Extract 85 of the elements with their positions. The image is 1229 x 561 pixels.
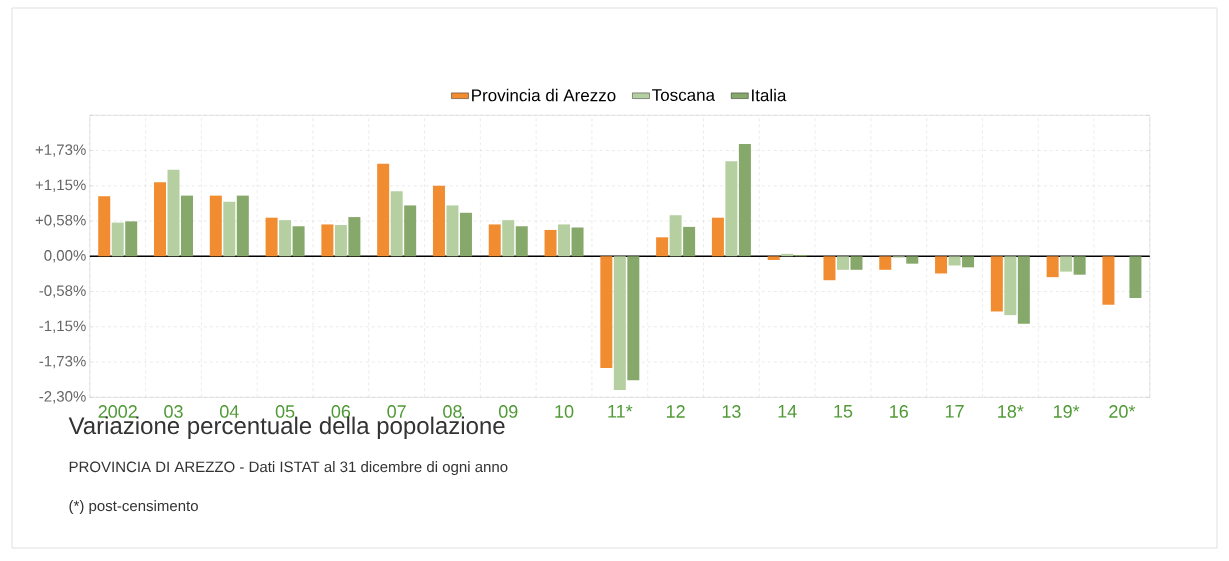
- bar: [823, 256, 836, 281]
- text: PROVINCIA DI AREZZO - Dati ISTAT al 31 dicembre di ogni anno: [69, 461, 508, 476]
- bar: [1129, 256, 1142, 298]
- bar: [377, 163, 390, 257]
- text: (*) post-censimento: [69, 500, 198, 515]
- bar: [962, 256, 975, 268]
- bar: [502, 220, 515, 257]
- bar: [209, 195, 222, 257]
- bar: [1060, 256, 1073, 272]
- bar: [348, 217, 361, 257]
- bar: [725, 161, 738, 257]
- bar: [767, 256, 780, 260]
- bar: [459, 212, 472, 257]
- bar: [879, 256, 892, 270]
- bar: [571, 227, 584, 257]
- bar: [948, 256, 961, 266]
- x-tick-label: 2002: [98, 405, 137, 418]
- bar: [181, 195, 194, 257]
- bar: [236, 195, 249, 257]
- bar: [446, 205, 459, 257]
- bar: [836, 256, 849, 270]
- bar: [125, 221, 138, 257]
- bar: [279, 220, 292, 257]
- y-tick-label: -0,58%: [39, 285, 86, 298]
- y-tick-label: +0,58%: [35, 214, 86, 228]
- x-tick-label: 05: [275, 405, 295, 418]
- bar: [683, 226, 696, 257]
- bar: [111, 222, 124, 257]
- bar: [850, 256, 863, 270]
- x-tick-label: 03: [164, 405, 183, 418]
- x-tick-label: 18*: [998, 405, 1024, 418]
- bar: [544, 229, 557, 257]
- bar: [613, 256, 626, 390]
- x-tick-label: 15: [834, 405, 853, 418]
- x-tick-label: 20*: [1109, 405, 1136, 418]
- x-tick-label: 04: [220, 405, 239, 418]
- legend-label: Toscana: [652, 89, 716, 102]
- bar: [334, 225, 347, 257]
- y-tick-label: -1,15%: [39, 320, 86, 333]
- x-tick-label: 06: [331, 405, 351, 418]
- bar: [906, 256, 919, 264]
- bar: [711, 217, 724, 257]
- y-tick-label: 0,00%: [44, 250, 86, 263]
- bar: [321, 224, 334, 257]
- bar: [1017, 256, 1030, 324]
- bar: [1004, 256, 1017, 316]
- y-tick-label: +1,73%: [35, 144, 86, 157]
- bar: [1073, 256, 1086, 275]
- bar: [1046, 256, 1059, 278]
- bar: [935, 256, 948, 274]
- bar: [390, 191, 403, 257]
- bar: [265, 217, 278, 257]
- bar: [154, 182, 167, 257]
- bar: [600, 256, 613, 368]
- legend-label: Provincia di Arezzo: [472, 88, 616, 102]
- bar: [627, 256, 640, 381]
- bar: [669, 215, 682, 257]
- x-tick-label: 14: [778, 405, 797, 418]
- bar: [738, 144, 751, 257]
- bar: [1102, 256, 1115, 305]
- bar: [167, 169, 180, 257]
- y-tick-label: -1,73%: [39, 355, 86, 369]
- x-tick-label: 16: [890, 405, 908, 418]
- x-tick-label: 13: [722, 405, 741, 418]
- x-tick-label: 07: [387, 405, 406, 418]
- x-tick-label: 12: [666, 405, 685, 418]
- y-tick-label: -2,30%: [39, 391, 86, 404]
- bar: [656, 237, 669, 257]
- x-tick-label: 11*: [608, 405, 633, 418]
- y-tick-label: +1,15%: [35, 179, 86, 192]
- bar: [223, 201, 236, 257]
- bar: [990, 256, 1003, 312]
- x-tick-label: 10: [555, 405, 574, 418]
- legend-label: Italia: [752, 88, 787, 102]
- x-tick-label: 09: [498, 405, 518, 418]
- bar: [558, 224, 571, 257]
- bar: [98, 196, 111, 257]
- bar: [292, 226, 305, 257]
- bar: [488, 224, 501, 257]
- bar: [515, 226, 528, 257]
- x-tick-label: 19*: [1053, 405, 1080, 418]
- bar: [404, 205, 417, 257]
- bar: [432, 185, 445, 257]
- x-tick-label: 08: [443, 405, 462, 418]
- x-tick-label: 17: [945, 405, 964, 418]
